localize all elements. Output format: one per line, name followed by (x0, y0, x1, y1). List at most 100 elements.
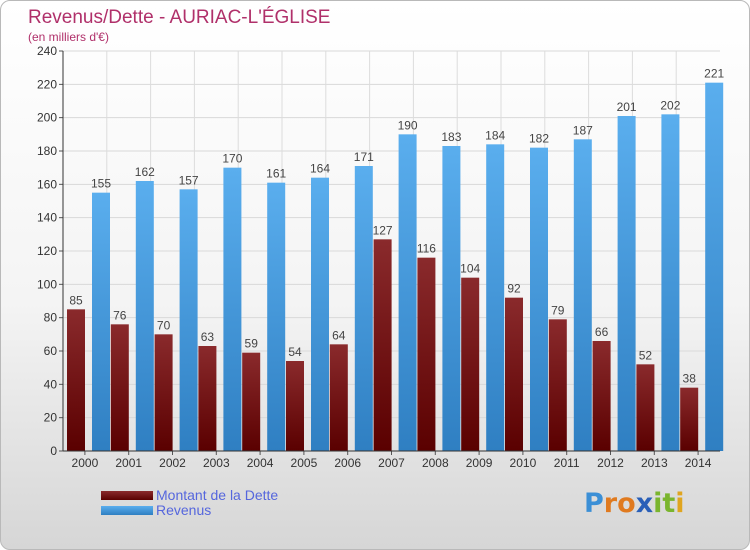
data-label-debt: 104 (460, 262, 480, 276)
data-labels: 85 155 76 162 70 157 63 170 59 161 54 164 64 171 127 19… (69, 67, 724, 386)
bar-debt (286, 361, 304, 451)
bar-revenus (573, 139, 592, 452)
data-label-debt: 66 (595, 325, 609, 339)
bars (67, 82, 724, 452)
data-label-revenus: 190 (398, 118, 418, 132)
x-tick-label: 2006 (334, 456, 361, 470)
bar-revenus (311, 177, 329, 451)
x-tick-label: 2002 (159, 456, 186, 470)
axes: 0 20 40 60 80 100 120 140 160 180 200 220 240 2000 200… (37, 44, 720, 470)
data-label-debt: 92 (507, 282, 521, 296)
bar-revenus (267, 182, 286, 451)
data-label-debt: 59 (245, 337, 259, 351)
y-tick-label: 200 (37, 111, 57, 125)
x-tick-label: 2007 (378, 456, 405, 470)
bar-debt (592, 341, 611, 451)
data-label-revenus: 221 (704, 67, 724, 81)
logo-letter: i (675, 488, 685, 519)
data-label-revenus: 162 (135, 165, 155, 179)
bar-debt (417, 257, 436, 451)
y-tick-label: 240 (37, 44, 57, 58)
logo-letter: x (635, 488, 654, 519)
data-label-revenus: 171 (354, 150, 374, 164)
x-tick-label: 2011 (554, 456, 580, 470)
data-label-debt: 79 (551, 303, 565, 317)
logo-letter: o (617, 488, 636, 519)
data-label-revenus: 170 (222, 152, 242, 166)
x-tick-label: 2004 (247, 456, 274, 470)
data-label-revenus: 184 (485, 128, 505, 142)
x-tick-label: 2009 (466, 456, 493, 470)
logo-letter: r (603, 488, 618, 519)
bar-debt (198, 346, 217, 451)
bar-debt (548, 319, 567, 451)
bar-revenus (617, 116, 636, 451)
logo-letter: i (653, 488, 663, 519)
data-label-debt: 38 (683, 372, 697, 386)
chart-title: Revenus/Dette - AURIAC-L'ÉGLISE (28, 7, 331, 28)
x-tick-label: 2003 (203, 456, 230, 470)
legend-label-revenus: Revenus (156, 502, 212, 518)
bar-revenus (223, 167, 242, 451)
y-tick-label: 100 (37, 277, 57, 291)
y-tick-label: 60 (44, 344, 58, 358)
data-label-debt: 70 (157, 318, 171, 332)
bar-revenus (530, 147, 548, 451)
y-tick-label: 180 (37, 144, 57, 158)
bar-revenus (486, 144, 505, 452)
y-tick-label: 80 (44, 311, 58, 325)
bar-revenus (705, 82, 724, 452)
y-tick-label: 120 (37, 244, 57, 258)
data-label-revenus: 187 (573, 123, 593, 137)
data-label-revenus: 201 (617, 100, 637, 114)
y-tick-label: 140 (37, 211, 57, 225)
y-tick-label: 220 (37, 77, 57, 91)
x-tick-label: 2000 (72, 456, 99, 470)
y-tick-label: 0 (50, 444, 57, 458)
bar-debt (329, 344, 348, 451)
data-label-debt: 52 (639, 348, 653, 362)
data-label-revenus: 183 (441, 130, 461, 144)
legend-swatch-debt (101, 491, 153, 500)
bar-revenus (135, 181, 154, 451)
bar-debt (242, 352, 261, 451)
proxiti-logo: Proxiti (584, 488, 685, 519)
bar-debt (67, 309, 85, 451)
x-tick-label: 2005 (291, 456, 318, 470)
data-label-revenus: 161 (266, 167, 286, 181)
data-label-revenus: 182 (529, 132, 549, 146)
chart-subtitle: (en milliers d'€) (28, 30, 109, 44)
x-tick-label: 2001 (115, 456, 142, 470)
bar-debt (680, 387, 699, 451)
y-tick-label: 40 (44, 377, 58, 391)
data-label-revenus: 155 (91, 177, 111, 191)
x-tick-label: 2012 (597, 456, 624, 470)
data-label-debt: 64 (332, 328, 346, 342)
data-label-revenus: 164 (310, 162, 330, 176)
bar-debt (505, 297, 523, 451)
data-label-debt: 127 (373, 223, 393, 237)
bar-revenus (179, 189, 198, 452)
bar-revenus (661, 114, 680, 451)
x-tick-label: 2014 (685, 456, 712, 470)
bar-revenus (398, 134, 417, 452)
x-tick-label: 2010 (510, 456, 537, 470)
legend-swatch-revenus (101, 506, 153, 515)
data-label-debt: 63 (201, 330, 215, 344)
data-label-debt: 116 (417, 242, 436, 256)
x-tick-label: 2013 (641, 456, 668, 470)
logo-letter: P (584, 488, 604, 519)
y-tick-label: 160 (37, 177, 57, 191)
data-label-debt: 54 (288, 345, 302, 359)
bar-revenus (442, 146, 461, 451)
data-label-revenus: 202 (660, 98, 680, 112)
data-label-debt: 76 (113, 308, 127, 322)
bar-debt (373, 239, 392, 451)
logo-letter: t (662, 488, 676, 519)
data-label-revenus: 157 (179, 173, 199, 187)
bar-revenus (92, 192, 110, 451)
x-tick-label: 2008 (422, 456, 449, 470)
bar-debt (110, 324, 129, 451)
